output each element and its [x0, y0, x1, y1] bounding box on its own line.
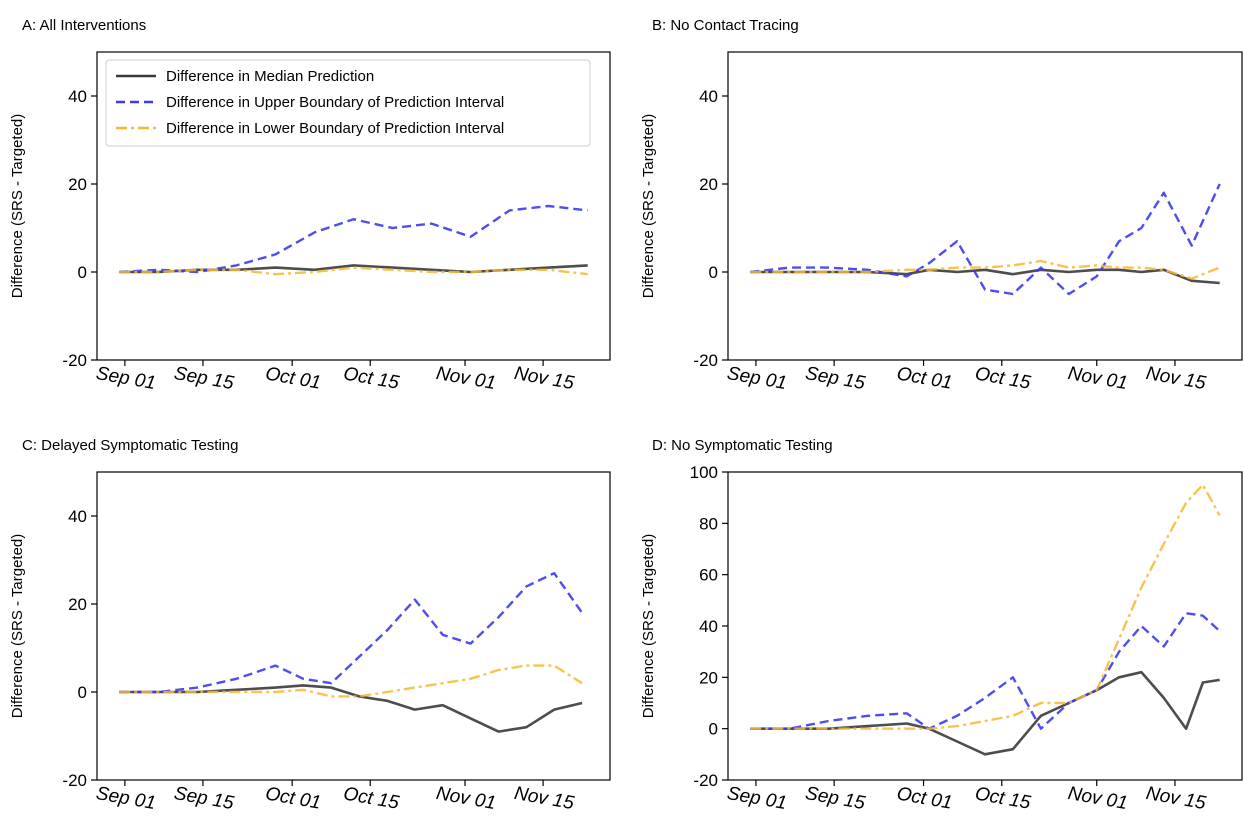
panel-title: C: Delayed Symptomatic Testing [22, 437, 238, 454]
y-tick-label: 20 [68, 595, 87, 614]
y-axis-label: Difference (SRS - Targeted) [9, 114, 26, 299]
x-tick-label: Sep 01 [94, 363, 157, 394]
x-tick-label: Nov 15 [513, 363, 576, 394]
x-tick-label: Sep 15 [804, 363, 867, 394]
y-tick-label: 40 [699, 87, 718, 106]
x-tick-label: Nov 15 [1144, 363, 1207, 394]
y-tick-label: 40 [68, 507, 87, 526]
y-tick-label: 100 [690, 463, 718, 482]
legend-label: Difference in Median Prediction [166, 68, 374, 85]
series-line-median [750, 670, 1220, 756]
x-tick-label: Oct 15 [973, 783, 1032, 813]
series-line-upper-bound [750, 183, 1221, 296]
y-tick-label: 20 [699, 668, 718, 687]
x-tick-label: Sep 01 [725, 783, 788, 814]
y-axis-label: Difference (SRS - Targeted) [640, 534, 657, 719]
x-tick-label: Oct 01 [895, 783, 954, 813]
x-tick-label: Nov 15 [513, 783, 576, 814]
y-axis-label: Difference (SRS - Targeted) [640, 114, 657, 299]
series-line-upper-bound [750, 612, 1221, 730]
panel-c: C: Delayed Symptomatic Testing Difference… [9, 437, 611, 814]
x-tick-label: Sep 15 [172, 783, 235, 814]
series-line-lower-bound [119, 266, 588, 276]
x-tick-label: Sep 01 [725, 363, 788, 394]
y-tick-label: 40 [699, 617, 718, 636]
y-tick-label: -20 [62, 351, 87, 370]
x-tick-label: Sep 15 [804, 783, 867, 814]
series-line-lower-bound [750, 259, 1221, 280]
y-tick-label: -20 [693, 771, 718, 790]
x-tick-label: Sep 15 [172, 363, 235, 394]
panel-title: D: No Symptomatic Testing [652, 437, 833, 454]
panel-b: B: No Contact Tracing Difference (SRS - T… [640, 17, 1243, 394]
y-tick-label: 0 [78, 263, 87, 282]
legend-label: Difference in Lower Boundary of Predicti… [166, 120, 504, 137]
axes-frame [96, 471, 611, 781]
x-tick-label: Oct 15 [342, 783, 401, 813]
y-tick-label: 20 [699, 175, 718, 194]
y-tick-label: 0 [709, 263, 718, 282]
x-tick-label: Oct 01 [264, 363, 323, 393]
series-line-upper-bound [119, 572, 584, 694]
axes-frame [96, 51, 611, 361]
y-tick-label: -20 [62, 771, 87, 790]
y-tick-label: -20 [693, 351, 718, 370]
y-tick-label: 20 [68, 175, 87, 194]
panel-title: B: No Contact Tracing [652, 17, 799, 34]
x-tick-label: Nov 01 [1066, 783, 1129, 814]
x-tick-label: Oct 15 [342, 363, 401, 393]
x-tick-label: Oct 15 [973, 363, 1032, 393]
panel-d: D: No Symptomatic Testing Difference (SRS… [640, 437, 1243, 814]
series-line-lower-bound [119, 664, 583, 698]
x-tick-label: Nov 01 [1066, 363, 1129, 394]
y-tick-label: 60 [699, 566, 718, 585]
x-tick-label: Oct 01 [264, 783, 323, 813]
x-tick-label: Sep 01 [94, 783, 157, 814]
legend: Difference in Median Prediction Differenc… [105, 59, 591, 147]
x-tick-label: Nov 15 [1144, 783, 1207, 814]
y-tick-label: 0 [78, 683, 87, 702]
y-axis-label: Difference (SRS - Targeted) [9, 534, 26, 719]
y-tick-label: 80 [699, 514, 718, 533]
panel-title: A: All Interventions [22, 17, 146, 34]
x-tick-label: Nov 01 [435, 783, 498, 814]
axes-frame [727, 51, 1243, 361]
axes-frame [727, 471, 1243, 781]
series-line-lower-bound [750, 483, 1221, 730]
x-tick-label: Oct 01 [895, 363, 954, 393]
y-tick-label: 0 [709, 720, 718, 739]
legend-box [105, 59, 591, 147]
y-tick-label: 40 [68, 87, 87, 106]
x-tick-label: Nov 01 [435, 363, 498, 394]
series-line-upper-bound [119, 204, 588, 274]
legend-label: Difference in Upper Boundary of Predicti… [166, 94, 504, 111]
